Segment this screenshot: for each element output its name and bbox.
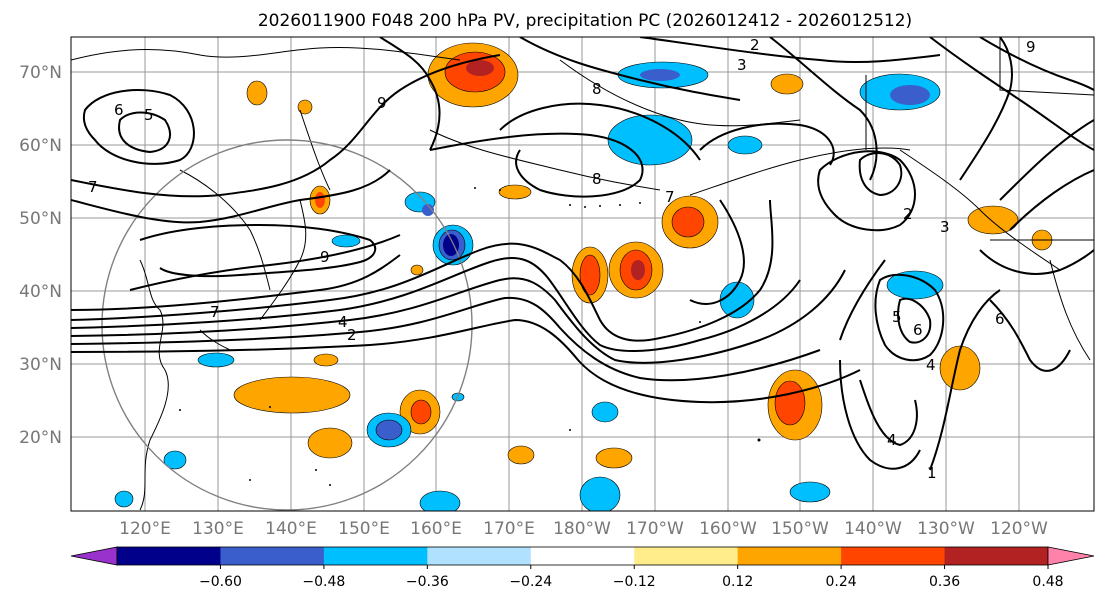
colorbar-tick-label: −0.12 — [613, 574, 656, 590]
colorbar-swatch — [944, 547, 1049, 565]
colorbar-tick-label: 0.12 — [722, 574, 753, 590]
contour-label: 9 — [377, 94, 387, 112]
contour-label: 2 — [903, 205, 913, 223]
lat-label-20n: 20°N — [19, 428, 62, 448]
lat-label-70n: 70°N — [19, 63, 62, 83]
contour-label: 2 — [750, 36, 760, 54]
longitude-labels: 120°E 130°E 140°E 150°E 160°E 170°E 180°… — [119, 519, 1048, 539]
precip-positive-shading — [233, 42, 1053, 469]
lon-label: 130°W — [917, 519, 975, 539]
colorbar-tick-label: 0.36 — [929, 574, 960, 590]
contour-label: 4 — [887, 431, 897, 449]
contour-label: 1 — [927, 464, 937, 482]
colorbar-swatch — [117, 547, 221, 565]
contour-label: 7 — [210, 303, 220, 321]
contour-label: 6 — [913, 321, 923, 339]
contour-label: 6 — [995, 310, 1005, 328]
lat-label-60n: 60°N — [19, 136, 62, 156]
colorbar: −0.60 −0.48 −0.36 −0.24 −0.12 0.12 0.24 0.36 0.4… — [70, 546, 1095, 590]
colorbar-swatch — [323, 547, 428, 565]
lat-label-40n: 40°N — [19, 282, 62, 302]
lon-label: 160°E — [410, 519, 462, 539]
map-frame — [70, 36, 1095, 512]
latitude-labels: 70°N 60°N 50°N 40°N 30°N 20°N — [19, 63, 62, 448]
contour-label: 7 — [88, 178, 98, 196]
contour-label: 7 — [665, 188, 675, 206]
chart-title: 2026011900 F048 200 hPa PV, precipitatio… — [258, 11, 912, 31]
contour-label: 5 — [892, 308, 902, 326]
contour-label: 8 — [592, 80, 602, 98]
lon-label: 150°E — [338, 519, 390, 539]
range-circle — [101, 139, 473, 511]
colorbar-swatch — [427, 547, 532, 565]
colorbar-tick-label: −0.60 — [199, 574, 242, 590]
contour-label: 8 — [592, 170, 602, 188]
colorbar-tick-label: −0.36 — [406, 574, 449, 590]
contour-label: 9 — [320, 248, 330, 266]
colorbar-tick-label: −0.48 — [302, 574, 345, 590]
lon-label: 170°W — [626, 519, 684, 539]
precip-negative-shading — [114, 61, 944, 511]
contour-labels: 2 3 6 5 7 9 9 8 8 7 2 3 7 4 2 5 6 4 4 1 — [88, 36, 1036, 482]
lon-label: 160°W — [699, 519, 757, 539]
lon-label: 140°E — [265, 519, 317, 539]
colorbar-swatch — [634, 547, 739, 565]
colorbar-swatch — [220, 547, 325, 565]
islands — [179, 187, 761, 486]
colorbar-swatch — [530, 547, 635, 565]
contour-label: 9 — [1026, 38, 1036, 56]
map-panel: 2 3 6 5 7 9 9 8 8 7 2 3 7 4 2 5 6 4 4 1 — [70, 36, 1095, 512]
contour-label: 4 — [926, 356, 936, 374]
lon-label: 130°E — [192, 519, 244, 539]
colorbar-swatch — [737, 547, 842, 565]
lon-label: 170°E — [483, 519, 535, 539]
lat-label-50n: 50°N — [19, 209, 62, 229]
contour-label: 4 — [338, 313, 348, 331]
colorbar-tick-label: 0.48 — [1032, 574, 1063, 590]
colorbar-extend-left — [70, 546, 118, 566]
lon-label: 120°E — [119, 519, 171, 539]
colorbar-swatch — [841, 547, 946, 565]
pv-contours — [71, 37, 1094, 471]
contour-label: 6 — [114, 101, 124, 119]
lon-label: 140°W — [844, 519, 902, 539]
lat-label-30n: 30°N — [19, 355, 62, 375]
contour-label: 5 — [144, 106, 154, 124]
colorbar-tick-label: −0.24 — [509, 574, 552, 590]
lon-label: 150°W — [771, 519, 829, 539]
contour-label: 2 — [347, 326, 357, 344]
lon-label: 180°W — [553, 519, 611, 539]
contour-label: 3 — [940, 218, 950, 236]
lon-label: 120°W — [990, 519, 1048, 539]
colorbar-tick-label: 0.24 — [826, 574, 857, 590]
colorbar-extend-right — [1047, 546, 1095, 566]
contour-label: 3 — [737, 56, 747, 74]
